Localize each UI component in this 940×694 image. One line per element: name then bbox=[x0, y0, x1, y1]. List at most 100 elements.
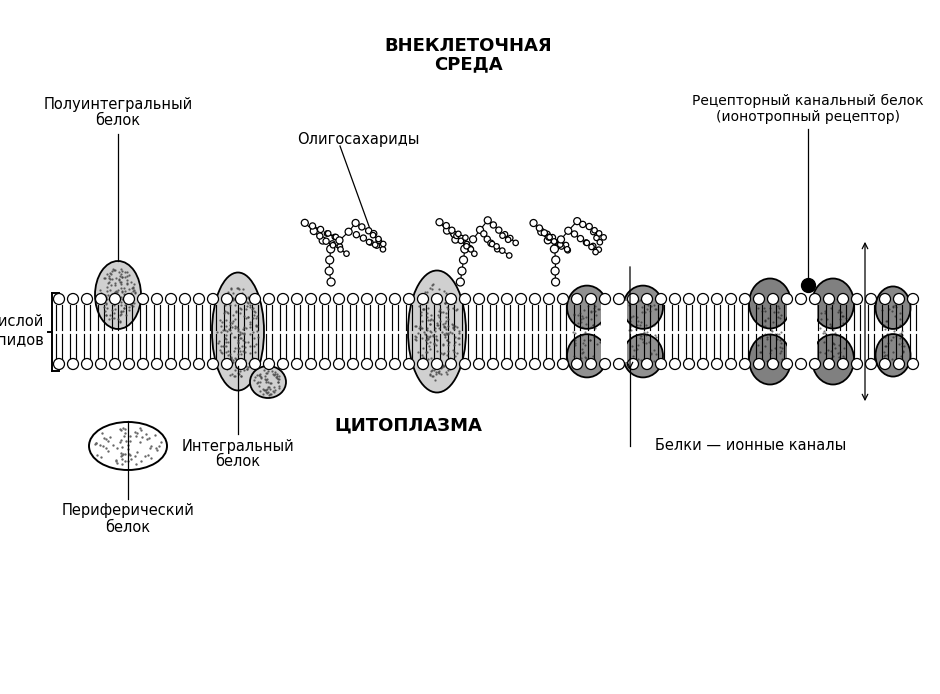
Circle shape bbox=[389, 359, 400, 369]
Circle shape bbox=[330, 241, 335, 246]
Text: (ионотропный рецептор): (ионотропный рецептор) bbox=[716, 110, 900, 124]
Circle shape bbox=[586, 294, 597, 305]
Circle shape bbox=[894, 359, 904, 369]
Circle shape bbox=[544, 231, 550, 237]
Circle shape bbox=[477, 226, 483, 233]
Circle shape bbox=[529, 294, 540, 305]
Circle shape bbox=[460, 294, 471, 305]
Circle shape bbox=[538, 228, 545, 235]
Circle shape bbox=[508, 235, 513, 241]
Circle shape bbox=[137, 294, 149, 305]
Text: белок: белок bbox=[105, 520, 150, 534]
Circle shape bbox=[781, 294, 792, 305]
Circle shape bbox=[344, 251, 350, 256]
Circle shape bbox=[291, 294, 303, 305]
Circle shape bbox=[600, 294, 610, 305]
Circle shape bbox=[362, 294, 372, 305]
Circle shape bbox=[353, 232, 359, 238]
Circle shape bbox=[236, 294, 246, 305]
Ellipse shape bbox=[749, 278, 791, 328]
Circle shape bbox=[628, 294, 638, 305]
Text: Периферический: Периферический bbox=[61, 504, 195, 518]
Circle shape bbox=[360, 235, 367, 242]
Circle shape bbox=[277, 294, 289, 305]
Circle shape bbox=[461, 245, 469, 253]
Circle shape bbox=[491, 222, 496, 228]
Circle shape bbox=[306, 359, 317, 369]
Circle shape bbox=[880, 294, 890, 305]
Circle shape bbox=[464, 242, 470, 247]
Circle shape bbox=[584, 240, 588, 245]
Ellipse shape bbox=[408, 271, 466, 393]
Circle shape bbox=[852, 359, 863, 369]
Circle shape bbox=[337, 244, 342, 249]
Circle shape bbox=[549, 235, 556, 241]
Circle shape bbox=[375, 359, 386, 369]
Circle shape bbox=[334, 294, 344, 305]
Ellipse shape bbox=[250, 366, 286, 398]
Circle shape bbox=[488, 359, 498, 369]
Circle shape bbox=[54, 359, 65, 369]
Circle shape bbox=[352, 219, 359, 226]
Circle shape bbox=[488, 294, 498, 305]
Circle shape bbox=[537, 225, 542, 231]
Circle shape bbox=[96, 359, 106, 369]
Circle shape bbox=[507, 253, 512, 258]
Circle shape bbox=[456, 278, 464, 286]
Ellipse shape bbox=[623, 335, 663, 378]
Ellipse shape bbox=[567, 335, 607, 378]
Circle shape bbox=[208, 359, 218, 369]
Circle shape bbox=[484, 236, 491, 242]
Circle shape bbox=[587, 223, 592, 230]
Circle shape bbox=[726, 294, 737, 305]
Circle shape bbox=[546, 234, 552, 240]
Circle shape bbox=[494, 246, 500, 252]
Circle shape bbox=[236, 359, 246, 369]
Circle shape bbox=[376, 236, 382, 242]
Circle shape bbox=[325, 267, 333, 275]
Circle shape bbox=[454, 233, 459, 239]
Circle shape bbox=[823, 294, 835, 305]
Circle shape bbox=[330, 242, 336, 248]
Circle shape bbox=[263, 294, 274, 305]
Circle shape bbox=[474, 359, 484, 369]
Circle shape bbox=[809, 294, 821, 305]
Circle shape bbox=[194, 294, 205, 305]
Circle shape bbox=[380, 246, 385, 252]
Circle shape bbox=[596, 247, 602, 253]
Circle shape bbox=[446, 359, 457, 369]
Text: липидов: липидов bbox=[0, 332, 44, 347]
Ellipse shape bbox=[89, 422, 167, 470]
Circle shape bbox=[359, 223, 365, 230]
Ellipse shape bbox=[212, 273, 264, 391]
Circle shape bbox=[564, 246, 570, 252]
Circle shape bbox=[552, 278, 559, 286]
Circle shape bbox=[375, 294, 386, 305]
Circle shape bbox=[336, 237, 343, 244]
Circle shape bbox=[448, 227, 455, 233]
Circle shape bbox=[474, 294, 484, 305]
Circle shape bbox=[389, 294, 400, 305]
Circle shape bbox=[852, 294, 863, 305]
Circle shape bbox=[458, 267, 466, 275]
Text: ЦИТОПЛАЗМА: ЦИТОПЛАЗМА bbox=[334, 417, 482, 435]
Circle shape bbox=[552, 239, 557, 244]
Ellipse shape bbox=[623, 286, 663, 329]
Circle shape bbox=[334, 359, 344, 369]
Circle shape bbox=[655, 359, 666, 369]
Circle shape bbox=[838, 294, 849, 305]
Circle shape bbox=[513, 240, 518, 246]
Circle shape bbox=[907, 294, 918, 305]
Circle shape bbox=[436, 219, 443, 226]
Circle shape bbox=[557, 294, 569, 305]
Circle shape bbox=[82, 294, 92, 305]
Circle shape bbox=[222, 359, 232, 369]
Circle shape bbox=[374, 243, 380, 248]
Ellipse shape bbox=[95, 261, 141, 329]
Ellipse shape bbox=[567, 286, 607, 329]
Circle shape bbox=[767, 359, 778, 369]
Circle shape bbox=[580, 221, 586, 228]
Circle shape bbox=[417, 294, 429, 305]
Circle shape bbox=[310, 228, 318, 235]
Circle shape bbox=[641, 359, 652, 369]
